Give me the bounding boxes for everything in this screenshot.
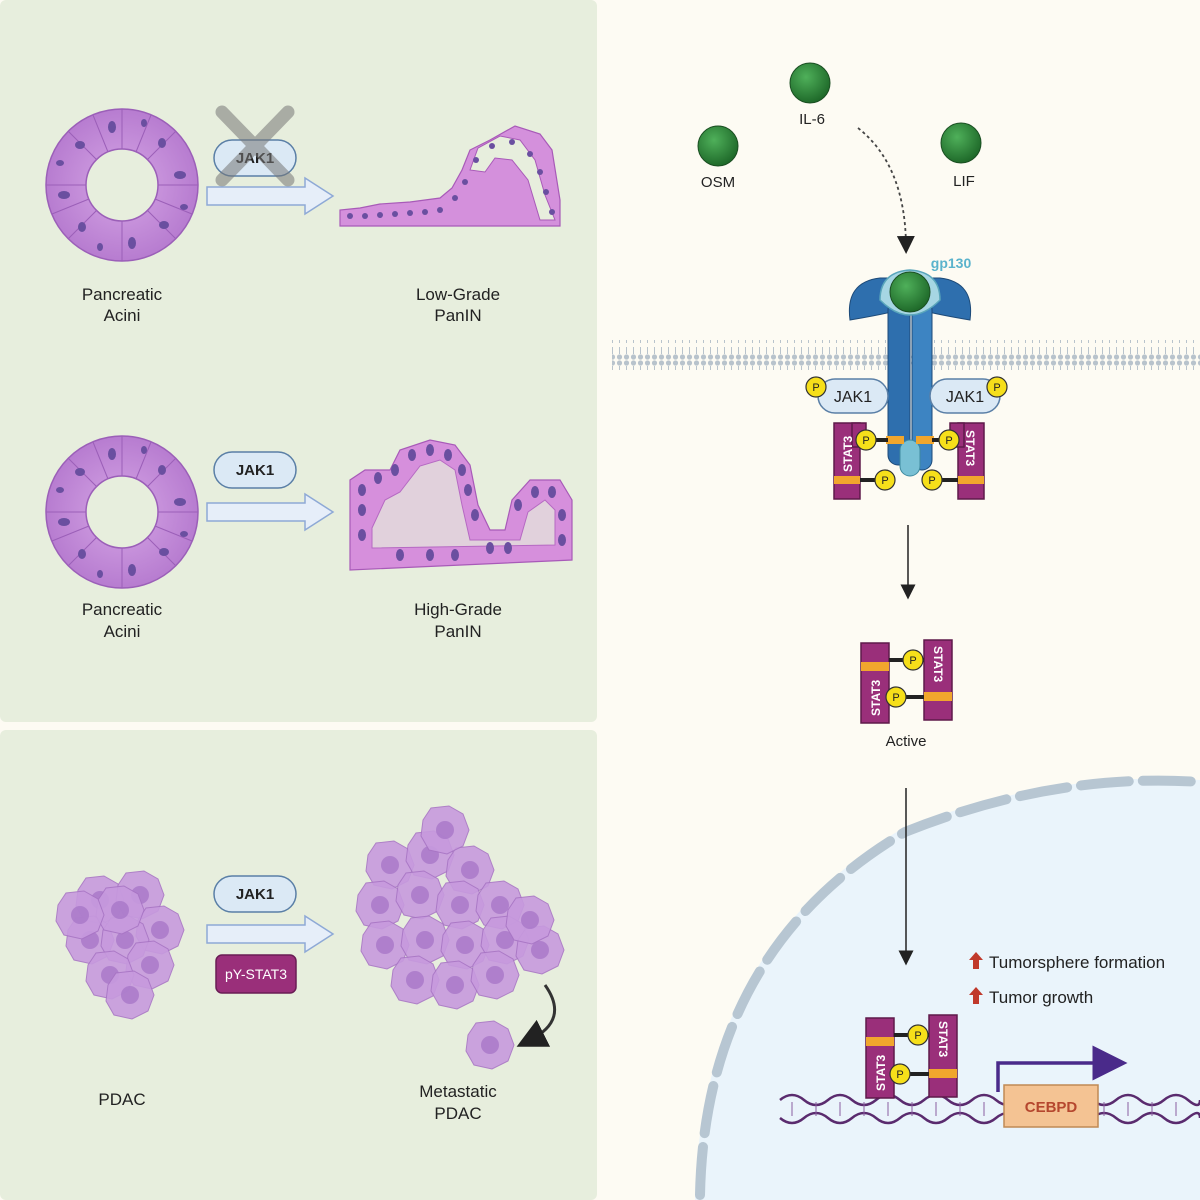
low-grade-panin-image xyxy=(339,125,561,227)
outcome-tumorsphere: Tumorsphere formation xyxy=(989,953,1165,972)
panel-b-jak1-label: JAK1 xyxy=(236,886,274,903)
cebpd-gene-box: CEBPD xyxy=(1003,1084,1099,1128)
nuclear-envelope xyxy=(695,775,1200,1200)
pancreatic-acini-image-2 xyxy=(45,435,199,589)
osm-label: OSM xyxy=(701,174,735,191)
jak1-right-phospho xyxy=(986,376,1008,398)
stat3-right-phospho-2 xyxy=(921,469,943,491)
row2-right-label-line2: PanIN xyxy=(434,622,481,641)
active-stat3-left-label: STAT3 xyxy=(869,679,883,716)
lif-label: LIF xyxy=(953,173,975,190)
panel-b-jak1-badge: JAK1 xyxy=(213,875,297,913)
jak1-right: JAK1 xyxy=(929,378,1001,414)
row2-jak1-badge: JAK1 xyxy=(213,451,297,489)
row2-left-label-line2: Acini xyxy=(104,622,141,641)
panel-b-progression-arrow xyxy=(206,914,335,954)
jak1-left-phospho xyxy=(805,376,827,398)
row1-left-label-line1: Pancreatic xyxy=(82,285,163,304)
il6-ligand xyxy=(789,62,831,104)
row1-right-label-line1: Low-Grade xyxy=(416,285,500,304)
nucleus xyxy=(695,778,1200,1200)
osm-ligand xyxy=(697,125,739,167)
ligand-binding-arrow xyxy=(857,127,915,254)
pancreatic-acini-image xyxy=(45,108,199,262)
row2-left-label-line1: Pancreatic xyxy=(82,600,163,619)
active-stat3-dimer: STAT3 STAT3 xyxy=(860,639,953,724)
gp130-label: gp130 xyxy=(931,255,972,271)
metastatic-label-line1: Metastatic xyxy=(419,1082,497,1101)
high-grade-panin-image xyxy=(349,439,573,571)
row1-progression-arrow xyxy=(206,176,335,216)
jak1-left-label: JAK1 xyxy=(834,389,872,406)
active-stat3-right-label: STAT3 xyxy=(931,646,945,683)
row2-jak1-label: JAK1 xyxy=(236,462,274,479)
stat3-left-phospho-1 xyxy=(855,429,877,451)
il6-label: IL-6 xyxy=(799,111,825,128)
up-arrow-icon-2 xyxy=(969,987,983,1004)
outcome-tumor-growth: Tumor growth xyxy=(989,988,1093,1007)
nuclear-stat3-right-label: STAT3 xyxy=(936,1021,950,1058)
jak1-left: JAK1 xyxy=(817,378,889,414)
lif-ligand xyxy=(940,122,982,164)
row2-right-label-line1: High-Grade xyxy=(414,600,502,619)
dna-helix xyxy=(779,1093,1200,1125)
stat3-receptor-left-label: STAT3 xyxy=(841,435,855,472)
nuclear-stat3-left-label: STAT3 xyxy=(874,1054,888,1091)
jak1-right-label: JAK1 xyxy=(946,389,984,406)
active-label: Active xyxy=(886,733,927,750)
stat3-left-phospho-2 xyxy=(874,469,896,491)
knockout-x-icon xyxy=(215,105,295,187)
stat3-receptor-right-label: STAT3 xyxy=(963,430,977,467)
pdac-label: PDAC xyxy=(98,1090,145,1109)
dna-base-pairs xyxy=(791,1102,1177,1116)
transcription-start-arrow xyxy=(996,1045,1128,1092)
row2-progression-arrow xyxy=(206,492,335,532)
gp130-receptor xyxy=(848,269,972,477)
row1-right-label-line2: PanIN xyxy=(434,306,481,325)
metastasis-arrow xyxy=(516,984,556,1047)
cebpd-label: CEBPD xyxy=(1025,1099,1078,1116)
up-arrow-icon-1 xyxy=(969,952,983,969)
py-stat3-label: pY-STAT3 xyxy=(225,966,287,982)
row1-left-label-line2: Acini xyxy=(104,306,141,325)
metastatic-label-line2: PDAC xyxy=(434,1104,481,1123)
nuclear-stat3-dimer: STAT3 STAT3 xyxy=(865,1014,958,1099)
py-stat3-badge: pY-STAT3 xyxy=(215,954,297,994)
stat3-right-phospho-1 xyxy=(938,429,960,451)
